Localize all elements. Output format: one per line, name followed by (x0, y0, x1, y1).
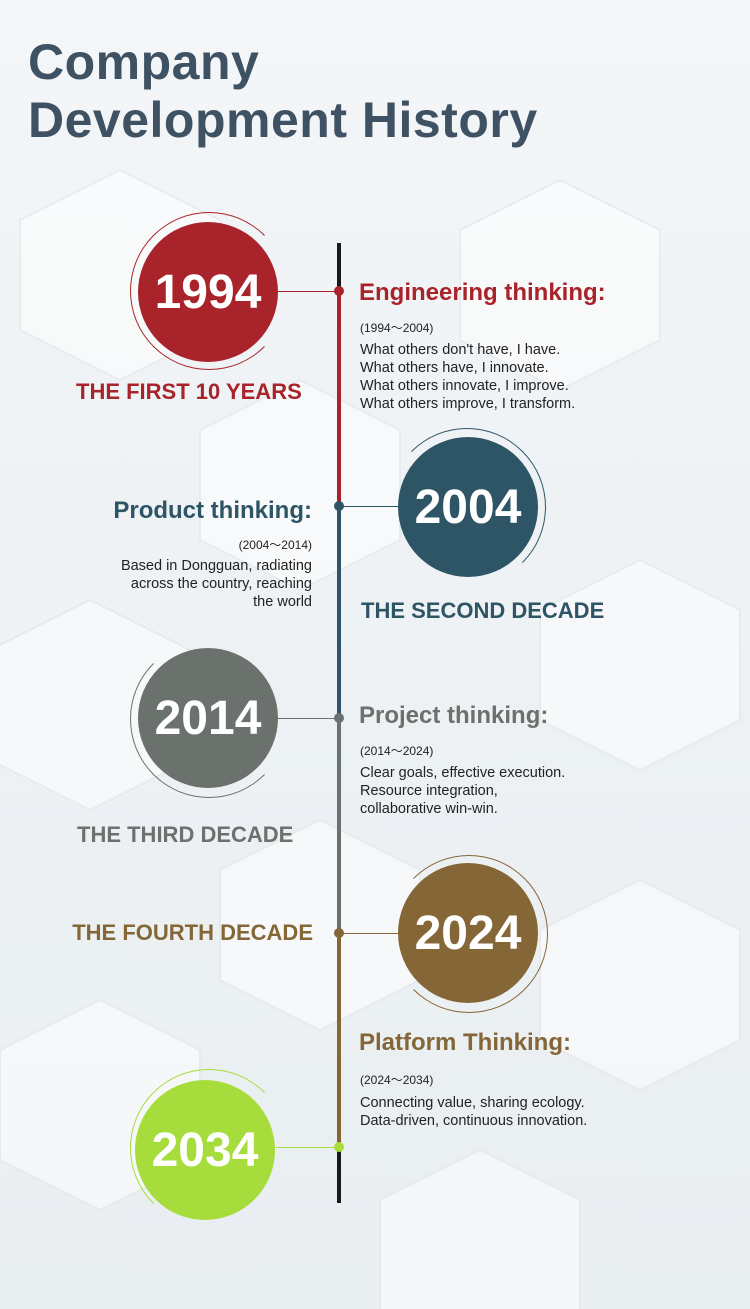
ring-2004 (388, 428, 546, 586)
connector-2004 (341, 506, 401, 507)
range-2024: (2024～2034) (360, 1073, 434, 1087)
line: Based in Dongguan, radiating (120, 558, 312, 574)
description-2014: Clear goals, effective execution. Resour… (360, 764, 565, 818)
line: What others have, I innovate. (360, 360, 549, 376)
timeline-dot-2024 (334, 928, 344, 938)
line: Clear goals, effective execution. (360, 765, 566, 781)
timeline-segment-top (337, 243, 341, 291)
timeline-dot-2004 (334, 501, 344, 511)
timeline-segment-2024 (337, 933, 341, 1147)
period-label-1994: THE FIRST 10 YEARS (76, 379, 302, 404)
line: What others don't have, I have. (360, 342, 561, 358)
line: Data-driven, continuous innovation. (360, 1113, 588, 1129)
timeline-segment-1994 (337, 291, 341, 506)
period-label-2014: THE THIRD DECADE (77, 822, 294, 847)
ring-2024 (390, 855, 548, 1013)
line: the world (253, 594, 312, 610)
description-2004: Based in Dongguan, radiating across the … (121, 557, 312, 611)
line: Resource integration, (360, 783, 498, 799)
range-1994: (1994～2004) (360, 321, 434, 335)
line: What others innovate, I improve. (360, 378, 569, 394)
description-1994: What others don't have, I have. What oth… (360, 341, 575, 413)
timeline-segment-bottom (337, 1147, 341, 1203)
year-circle-2004: 2004 (398, 437, 538, 577)
description-2024: Connecting value, sharing ecology. Data-… (360, 1094, 587, 1130)
timeline-dot-2034 (334, 1142, 344, 1152)
period-label-2004: THE SECOND DECADE (361, 598, 605, 623)
connector-1994 (270, 291, 336, 292)
connector-2014 (276, 718, 336, 719)
timeline-segment-2004 (337, 506, 341, 718)
heading-2004: Product thinking: (113, 497, 312, 524)
year-circle-1994: 1994 (138, 222, 278, 362)
timeline-dot-1994 (334, 286, 344, 296)
year-circle-2024: 2024 (398, 863, 538, 1003)
ring-2034 (130, 1069, 288, 1227)
period-label-2024: THE FOURTH DECADE (72, 920, 313, 945)
ring-1994 (130, 212, 288, 370)
page-title-line1: Company (28, 34, 260, 90)
range-2014: (2014～2024) (360, 744, 434, 758)
page-title-line2: Development History (28, 92, 538, 148)
connector-2024 (341, 933, 401, 934)
line: Connecting value, sharing ecology. (360, 1095, 585, 1111)
year-circle-2014: 2014 (138, 648, 278, 788)
timeline-dot-2014 (334, 713, 344, 723)
year-circle-2034: 2034 (135, 1080, 275, 1220)
connector-2034 (276, 1147, 336, 1148)
line: across the country, reaching (130, 576, 312, 592)
heading-2014: Project thinking: (359, 702, 549, 729)
line: What others improve, I transform. (360, 396, 576, 412)
ring-2014 (130, 640, 288, 798)
heading-1994: Engineering thinking: (359, 279, 606, 306)
timeline-segment-2014 (337, 718, 341, 933)
line: collaborative win-win. (360, 801, 498, 817)
range-2004: (2004～2014) (238, 538, 312, 552)
heading-2024: Platform Thinking: (359, 1029, 571, 1056)
